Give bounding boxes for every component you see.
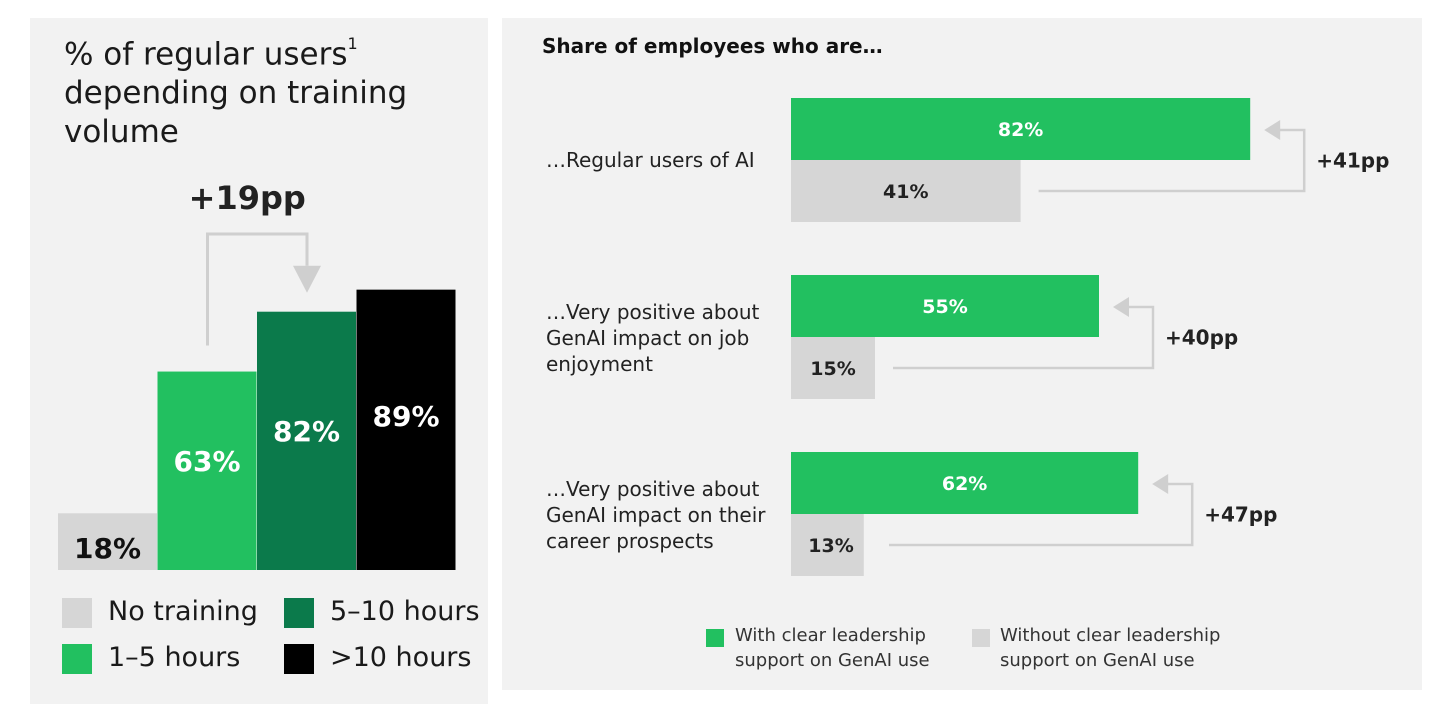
delta-arrow-head bbox=[293, 265, 321, 293]
legend-swatch-5-10-hours bbox=[284, 598, 314, 628]
bar-value-label: 63% bbox=[173, 445, 240, 478]
bar-value-label: 18% bbox=[74, 532, 141, 565]
bar-value-label: 41% bbox=[883, 181, 928, 203]
legend-line: With clear leadership bbox=[735, 625, 926, 646]
bar-value-label: 82% bbox=[998, 119, 1043, 141]
bar-with-support bbox=[791, 452, 1139, 514]
legend-label-no-training: No training bbox=[108, 596, 258, 627]
difference-arrow-head bbox=[1152, 474, 1169, 494]
category-label-line: …Very positive about bbox=[546, 300, 760, 324]
category-label-regular-users: …Regular users of AI bbox=[546, 147, 786, 173]
category-label-line: …Very positive about bbox=[546, 477, 760, 501]
category-label-line: …Regular users of AI bbox=[546, 148, 755, 172]
bar-value-label: 89% bbox=[372, 400, 439, 433]
category-label-line: career prospects bbox=[546, 529, 714, 553]
difference-arrow-head bbox=[1264, 120, 1281, 140]
category-label-line: GenAI impact on their bbox=[546, 503, 766, 527]
legend-label-1-5-hours: 1–5 hours bbox=[108, 642, 241, 673]
legend-label-10-plus-hours: >10 hours bbox=[330, 642, 472, 673]
legend-label-5-10-hours: 5–10 hours bbox=[330, 596, 480, 627]
category-label-job-enjoyment: …Very positive about GenAI impact on job… bbox=[546, 299, 786, 377]
bar-5-10-hours bbox=[257, 311, 356, 570]
leadership-support-bar-chart: 82% 41% +41pp 55% 15% +40pp 62% 13% +47pp bbox=[791, 98, 1389, 576]
left-title-line3: volume bbox=[64, 114, 179, 151]
legend-label-with-support: With clear leadership support on GenAI u… bbox=[735, 623, 930, 673]
footnote-marker: 1 bbox=[347, 34, 358, 53]
legend-swatch-no-training bbox=[62, 598, 92, 628]
right-chart-title: Share of employees who are… bbox=[542, 34, 883, 58]
difference-label: +47pp bbox=[1204, 503, 1277, 527]
legend-line: support on GenAI use bbox=[1000, 650, 1195, 671]
bar-without-support bbox=[791, 160, 1021, 222]
left-title-line1: % of regular users bbox=[64, 36, 348, 73]
difference-connector-line bbox=[889, 482, 1194, 547]
difference-connector-line bbox=[1038, 128, 1306, 193]
right-chart-panel: Share of employees who are… …Regular use… bbox=[502, 18, 1422, 690]
bar-value-label: 55% bbox=[922, 296, 967, 318]
training-volume-bar-chart: 18% 63% 82% 89% +19pp bbox=[58, 179, 456, 570]
bar-value-label: 15% bbox=[810, 358, 855, 380]
bar-with-support bbox=[791, 275, 1099, 337]
bar-no-training bbox=[58, 513, 157, 570]
bar--10-hours bbox=[356, 289, 456, 570]
difference-arrow-head bbox=[1113, 297, 1129, 317]
category-label-career-prospects: …Very positive about GenAI impact on the… bbox=[546, 476, 786, 554]
legend-label-without-support: Without clear leadership support on GenA… bbox=[1000, 623, 1220, 673]
delta-label-19pp: +19pp bbox=[189, 179, 306, 217]
legend-swatch-10-plus-hours bbox=[284, 644, 314, 674]
bar-with-support bbox=[791, 98, 1251, 160]
difference-label: +40pp bbox=[1165, 326, 1238, 350]
legend-line: Without clear leadership bbox=[1000, 625, 1221, 646]
left-chart-panel: % of regular users1 depending on trainin… bbox=[30, 18, 488, 704]
difference-label: +41pp bbox=[1316, 149, 1389, 173]
left-chart-title: % of regular users1 depending on trainin… bbox=[64, 28, 464, 152]
bar-1-5-hours bbox=[157, 371, 257, 570]
left-title-line2: depending on training bbox=[64, 75, 408, 112]
category-label-line: GenAI impact on job bbox=[546, 326, 750, 350]
delta-connector-line bbox=[206, 232, 309, 346]
legend-line: support on GenAI use bbox=[735, 650, 930, 671]
legend-swatch-with-support bbox=[706, 629, 724, 647]
legend-swatch-without-support bbox=[972, 629, 990, 647]
bar-without-support bbox=[791, 337, 875, 399]
legend-swatch-1-5-hours bbox=[62, 644, 92, 674]
bar-value-label: 82% bbox=[273, 415, 340, 448]
bar-value-label: 13% bbox=[808, 535, 853, 557]
category-label-line: enjoyment bbox=[546, 352, 653, 376]
difference-connector-line bbox=[893, 305, 1155, 370]
bar-value-label: 62% bbox=[942, 473, 987, 495]
bar-without-support bbox=[791, 514, 864, 576]
